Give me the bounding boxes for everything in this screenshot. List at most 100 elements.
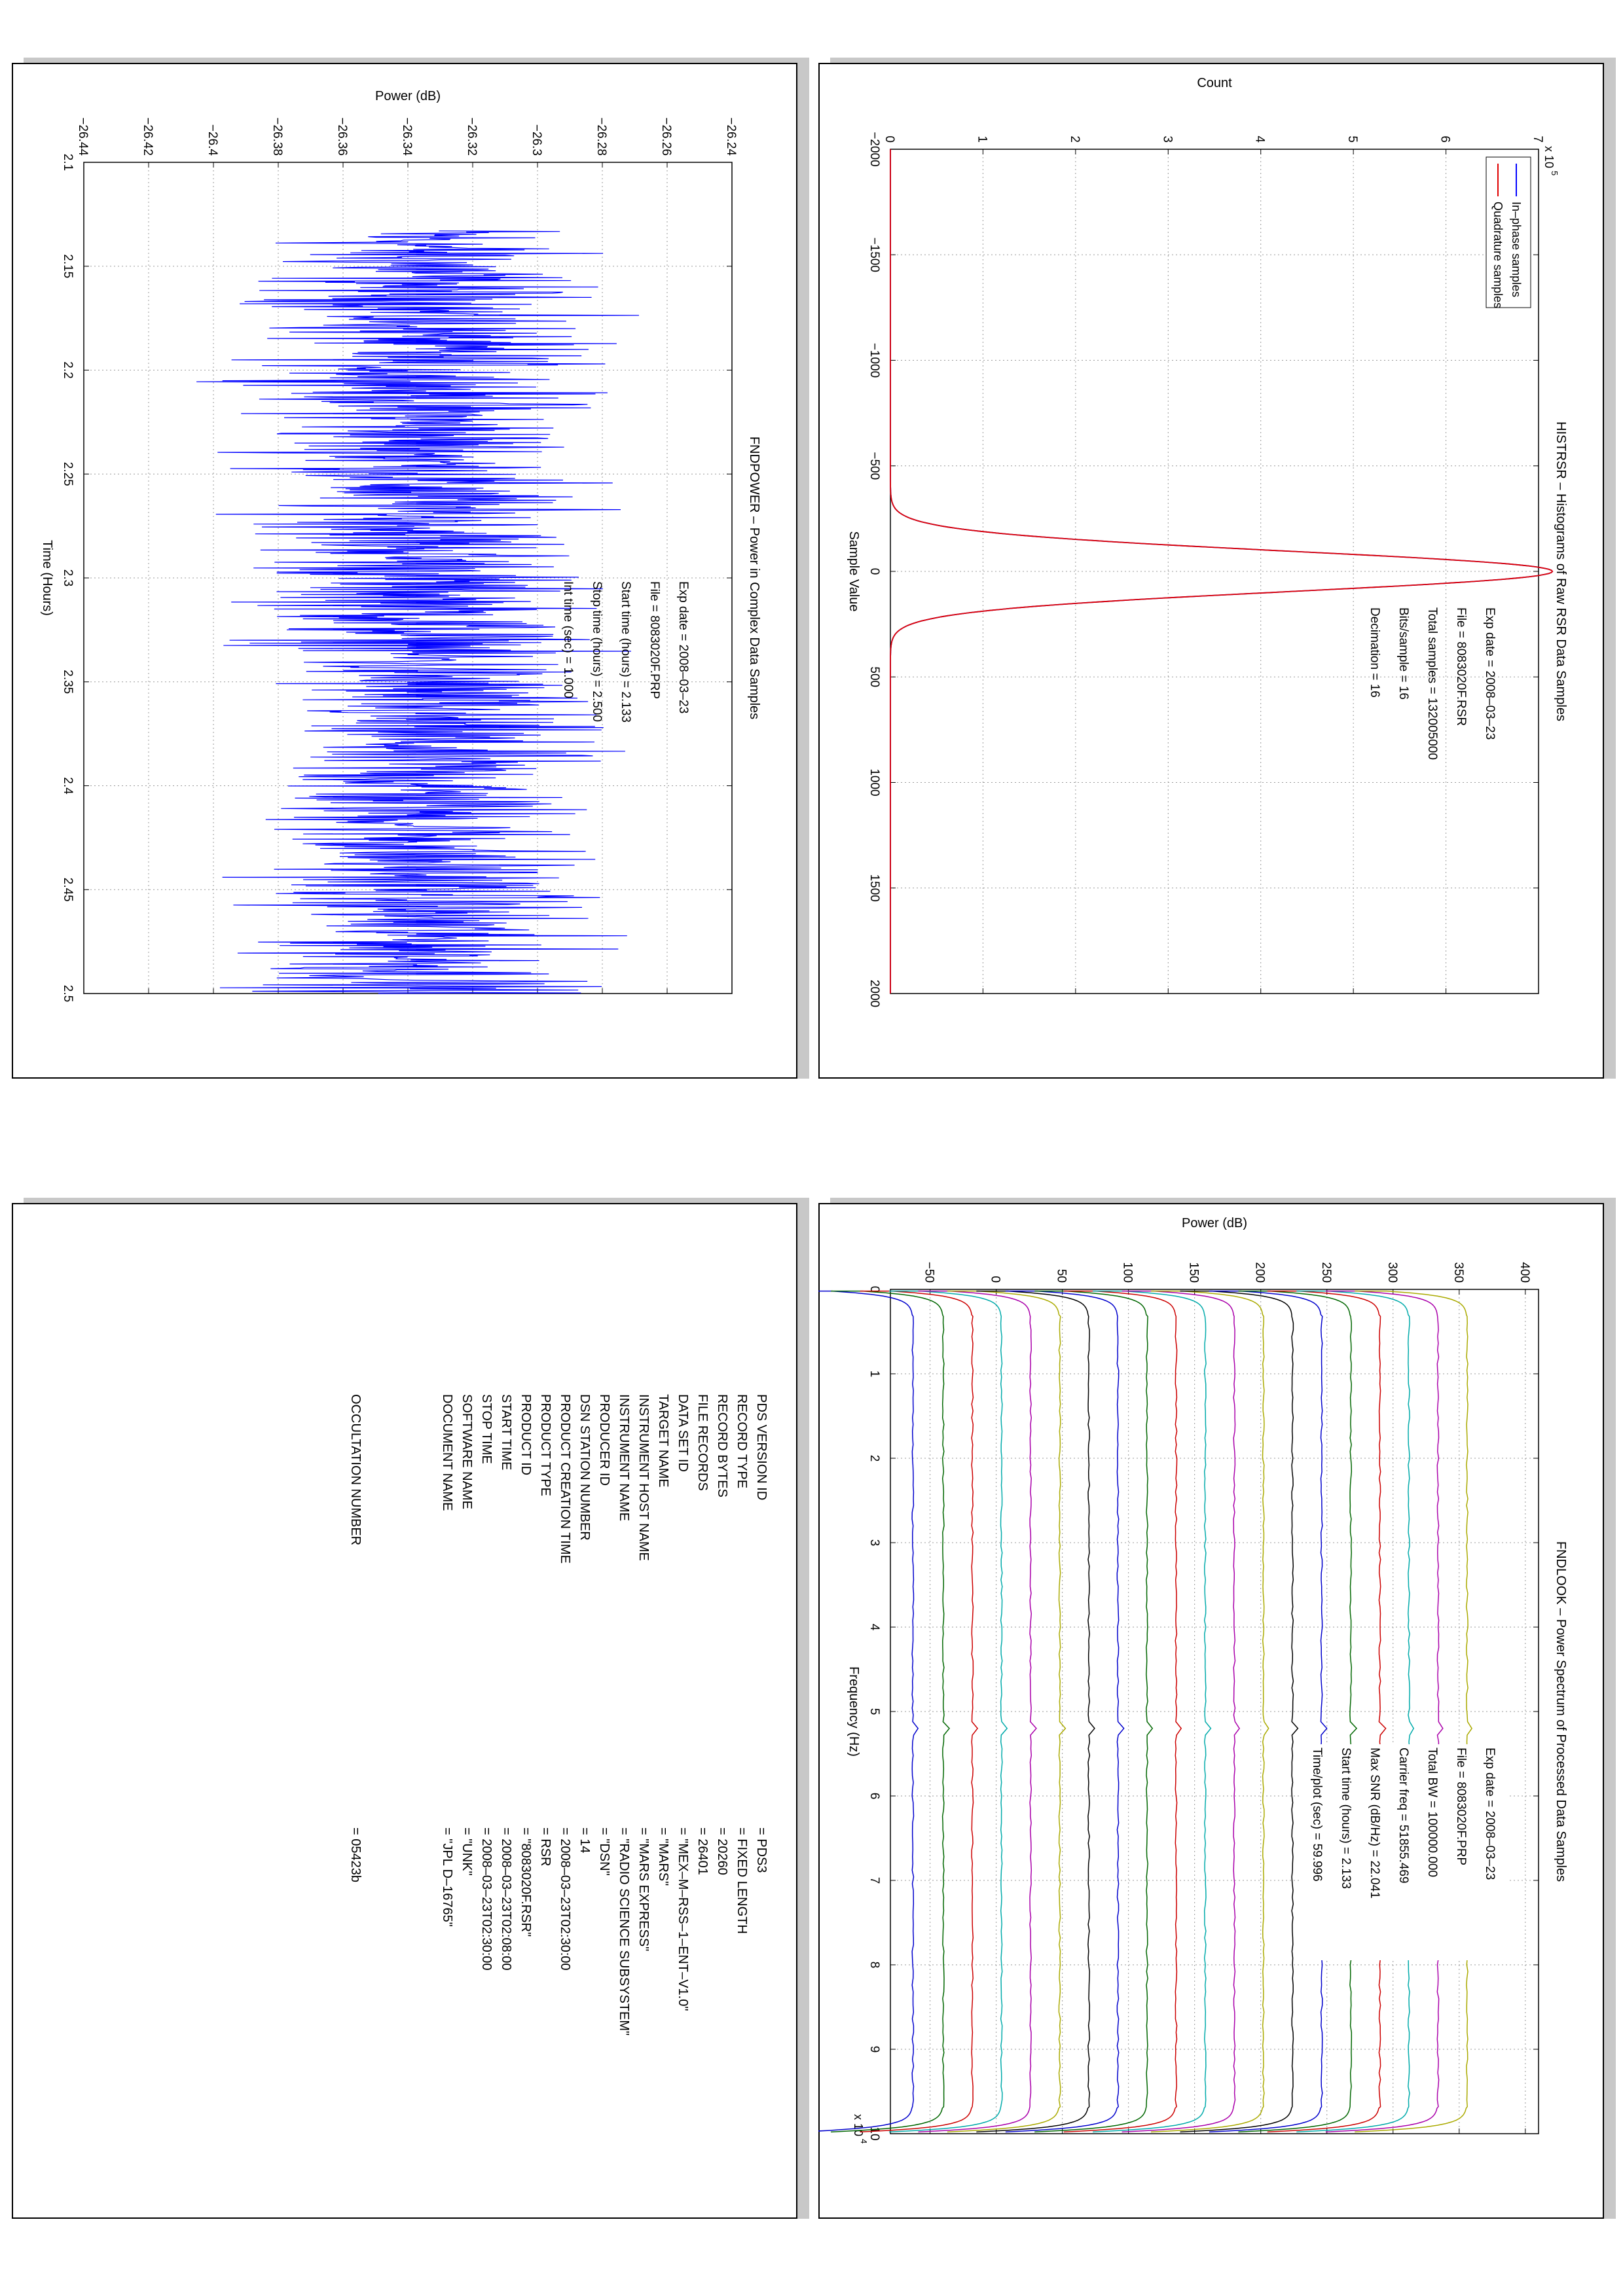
info-background bbox=[1299, 1744, 1507, 1960]
series-line-spectrum bbox=[1063, 1290, 1182, 2133]
info-line: Start time (hours) = 2.133 bbox=[1339, 1748, 1353, 1889]
occultation-value: = 05423b bbox=[348, 1827, 363, 1882]
pds-row: RECORD BYTES = 20260 bbox=[712, 1394, 732, 2036]
info-line: Int time (sec) = 1.000 bbox=[561, 581, 575, 698]
pds-row: PDS VERSION ID = PDS3 bbox=[752, 1394, 771, 2036]
histogram-panel: −2000 −1500 −1000 −500 0 500 1000 1500 2000 0 1 2 3 4… bbox=[818, 58, 1616, 1079]
x-tick-label: 2.3 bbox=[61, 569, 75, 586]
y-tick-label: 400 bbox=[1518, 1262, 1531, 1283]
pds-key: RECORD BYTES bbox=[715, 1394, 730, 1498]
pds-key: PRODUCT TYPE bbox=[538, 1394, 553, 1496]
info-line: Total BW = 100000.000 bbox=[1425, 1748, 1439, 1877]
pds-value: = "MEX–M–RSS–1–ENT–V1.0" bbox=[676, 1827, 691, 2011]
x-tick-label: 1 bbox=[867, 1371, 881, 1378]
x-tick-label: 1000 bbox=[867, 768, 881, 796]
pds-row: PRODUCT TYPE = RSR bbox=[536, 1394, 555, 2036]
series-line-spectrum bbox=[1180, 1290, 1299, 2133]
y-tick-label: 250 bbox=[1319, 1262, 1333, 1283]
series-line-spectrum bbox=[1267, 1290, 1387, 2133]
pds-key: TARGET NAME bbox=[656, 1394, 671, 1488]
pds-row: INSTRUMENT NAME = "RADIO SCIENCE SUBSYSTE… bbox=[614, 1394, 634, 2036]
pds-label: PDS VERSION ID = PDS3 RECORD TYPE = FIXED L… bbox=[31, 1198, 797, 2219]
x-tick-label: −500 bbox=[867, 452, 881, 480]
series-line-spectrum bbox=[800, 1290, 919, 2133]
series-line-spectrum bbox=[918, 1290, 1037, 2133]
pds-value: = "MARS" bbox=[656, 1827, 671, 1886]
x-tick-label: 2000 bbox=[867, 980, 881, 1007]
x-tick-label: 2.2 bbox=[61, 361, 75, 378]
y-tick-label: 100 bbox=[1121, 1262, 1135, 1283]
y-tick-label: 150 bbox=[1187, 1262, 1201, 1283]
pds-key: INSTRUMENT HOST NAME bbox=[636, 1394, 651, 1561]
pds-row: RECORD TYPE = FIXED LENGTH bbox=[732, 1394, 752, 2036]
pds-row: DATA SET ID = "MEX–M–RSS–1–ENT–V1.0" bbox=[673, 1394, 693, 2036]
y-tick-label: 1 bbox=[975, 135, 989, 143]
series-line-in-phase bbox=[890, 149, 1554, 994]
y-tick-label: 350 bbox=[1451, 1262, 1465, 1283]
info-line: Decimation = 16 bbox=[1368, 607, 1381, 698]
y-tick-label: −26.38 bbox=[270, 117, 284, 156]
series-line-spectrum bbox=[1122, 1290, 1241, 2133]
y-tick-label: 4 bbox=[1253, 135, 1267, 143]
pds-key: PRODUCT ID bbox=[519, 1394, 534, 1476]
x-tick-label: 0 bbox=[867, 568, 881, 575]
y-tick-label: −26.4 bbox=[206, 124, 219, 156]
pds-value: = 20260 bbox=[715, 1827, 730, 1875]
pds-value: = 2008–03–23T02:30:00 bbox=[479, 1827, 494, 1971]
series-line-spectrum bbox=[947, 1290, 1067, 2133]
histogram-chart: −2000 −1500 −1000 −500 0 500 1000 1500 2000 0 1 2 3 4… bbox=[847, 76, 1568, 1007]
x-tick-label: 2.25 bbox=[61, 462, 75, 486]
info-line: File = 8083020F.RSR bbox=[1454, 607, 1468, 726]
y-tick-label: −26.42 bbox=[141, 117, 155, 156]
x-tick-label: 8 bbox=[867, 1962, 881, 1969]
x-tick-label: 500 bbox=[867, 666, 881, 687]
power-panel: 2.1 2.15 2.2 2.25 2.3 2.35 2.4 2.45 2.5 −26.44 −26… bbox=[12, 58, 809, 1079]
x-axis-label: Sample Value bbox=[847, 531, 861, 611]
pds-key: SOFTWARE NAME bbox=[460, 1394, 475, 1509]
pds-label-table: PDS VERSION ID = PDS3 RECORD TYPE = FIXED L… bbox=[437, 1394, 771, 2036]
pds-key: DSN STATION NUMBER bbox=[577, 1394, 593, 1541]
y-tick-label: −26.26 bbox=[659, 117, 673, 156]
y-tick-label: 7 bbox=[1531, 135, 1544, 143]
y-tick-label: 0 bbox=[883, 135, 896, 143]
y-tick-label: −26.32 bbox=[465, 117, 479, 156]
pds-key: RECORD TYPE bbox=[735, 1394, 750, 1489]
legend-label: In–phase samples bbox=[1510, 202, 1523, 297]
info-line: Exp date = 2008–03–23 bbox=[1483, 607, 1497, 740]
pds-row: START TIME = 2008–03–23T02:08:00 bbox=[496, 1394, 516, 2036]
info-line: Exp date = 2008–03–23 bbox=[1483, 1748, 1497, 1880]
spectrum-chart: 0 1 2 3 4 5 6 7 8 9 10 −50 0 50 100 150 200 250 300 350 400 F… bbox=[800, 1216, 1568, 2144]
pds-value: = 26401 bbox=[695, 1827, 710, 1875]
x-tick-label: 5 bbox=[867, 1708, 881, 1715]
series-line-spectrum bbox=[1005, 1290, 1125, 2133]
spectrum-panel: 0 1 2 3 4 5 6 7 8 9 10 −50 0 50 100 150 200 250 300 350 400 F… bbox=[800, 1198, 1616, 2219]
y-tick-label: −26.3 bbox=[530, 124, 543, 156]
x-tick-label: 2 bbox=[867, 1455, 881, 1462]
y-tick-label: 6 bbox=[1438, 135, 1452, 143]
series-line-spectrum bbox=[1296, 1290, 1415, 2133]
pds-key: START TIME bbox=[499, 1394, 514, 1471]
pds-value: = RSR bbox=[538, 1827, 553, 1867]
series-line-spectrum bbox=[1034, 1290, 1154, 2133]
pds-key: DOCUMENT NAME bbox=[440, 1394, 455, 1511]
y-axis-label: Count bbox=[1197, 76, 1232, 90]
y-tick-label: −26.34 bbox=[400, 117, 414, 156]
y-axis-label: Power (dB) bbox=[375, 89, 441, 103]
pds-key: PDS VERSION ID bbox=[754, 1394, 769, 1501]
legend-label: Quadrature samples bbox=[1491, 202, 1504, 308]
x-tick-label: 3 bbox=[867, 1539, 881, 1547]
x-tick-label: 6 bbox=[867, 1793, 881, 1800]
y-tick-label: 2 bbox=[1068, 135, 1082, 143]
x-tick-label: 9 bbox=[867, 2046, 881, 2053]
x-tick-label: 4 bbox=[867, 1624, 881, 1631]
chart-title: HISTRSR – Histograms of Raw RSR Data Sam… bbox=[1554, 422, 1568, 721]
series-line-power bbox=[196, 230, 640, 994]
x-multiplier: x 10 bbox=[852, 2114, 865, 2136]
y-multiplier-exp: 5 bbox=[1550, 171, 1559, 175]
pds-value: = 2008–03–23T02:30:00 bbox=[558, 1827, 573, 1971]
x-tick-label: −1500 bbox=[867, 238, 881, 272]
info-line: Time/plot (sec) = 59.996 bbox=[1310, 1748, 1324, 1882]
pds-row: STOP TIME = 2008–03–23T02:30:00 bbox=[477, 1394, 496, 2036]
chart-title: FNDPOWER – Power in Complex Data Samples bbox=[747, 437, 761, 719]
y-tick-label: −26.44 bbox=[76, 117, 90, 156]
